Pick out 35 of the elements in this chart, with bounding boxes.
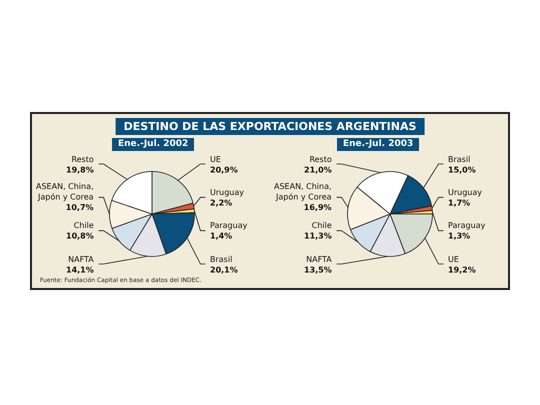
data-label: 21,0% [304, 165, 332, 174]
slice-label: Uruguay [210, 188, 244, 197]
data-label: 20,9% [210, 165, 238, 174]
data-label: 2,2% [210, 198, 232, 208]
slice-label: NAFTA [306, 255, 332, 264]
data-label: 19,8% [66, 165, 94, 174]
data-label: 10,7% [66, 202, 94, 212]
data-label: 1,3% [448, 231, 470, 240]
data-label: 19,2% [448, 265, 476, 274]
slice-label: Resto [71, 155, 94, 164]
slice-label: Uruguay [448, 188, 482, 197]
slice-label: Paraguay [448, 221, 486, 230]
data-label: 15,0% [448, 165, 476, 174]
data-label: 1,7% [448, 198, 470, 208]
slice-label: ASEAN, China, Japón y Corea [274, 182, 332, 202]
data-label: 10,8% [66, 231, 94, 240]
data-label: 20,1% [210, 265, 238, 274]
slice-label: Chile [312, 221, 332, 230]
data-label: 11,3% [304, 231, 332, 240]
data-label: 13,5% [304, 265, 332, 274]
slice-label: Chile [74, 221, 94, 230]
slice-label: Resto [309, 155, 332, 164]
slice-label: Paraguay [210, 221, 248, 230]
slice-label: UE [448, 255, 459, 264]
data-label: 14,1% [66, 265, 94, 274]
slice-label: NAFTA [68, 255, 94, 264]
data-label: 16,9% [304, 202, 332, 212]
chart-subtitle: Ene.-Jul. 2003 [337, 138, 420, 151]
slice-label: Brasil [448, 155, 470, 164]
data-label: 1,4% [210, 231, 232, 240]
slice-label: UE [210, 155, 221, 164]
slice-label: Brasil [210, 255, 232, 264]
slice-label: ASEAN, China, Japón y Corea [36, 182, 94, 202]
chart-subtitle: Ene.-Jul. 2002 [112, 138, 194, 151]
text: DESTINO DE LAS EXPORTACIONES ARGENTINAS [116, 118, 424, 135]
